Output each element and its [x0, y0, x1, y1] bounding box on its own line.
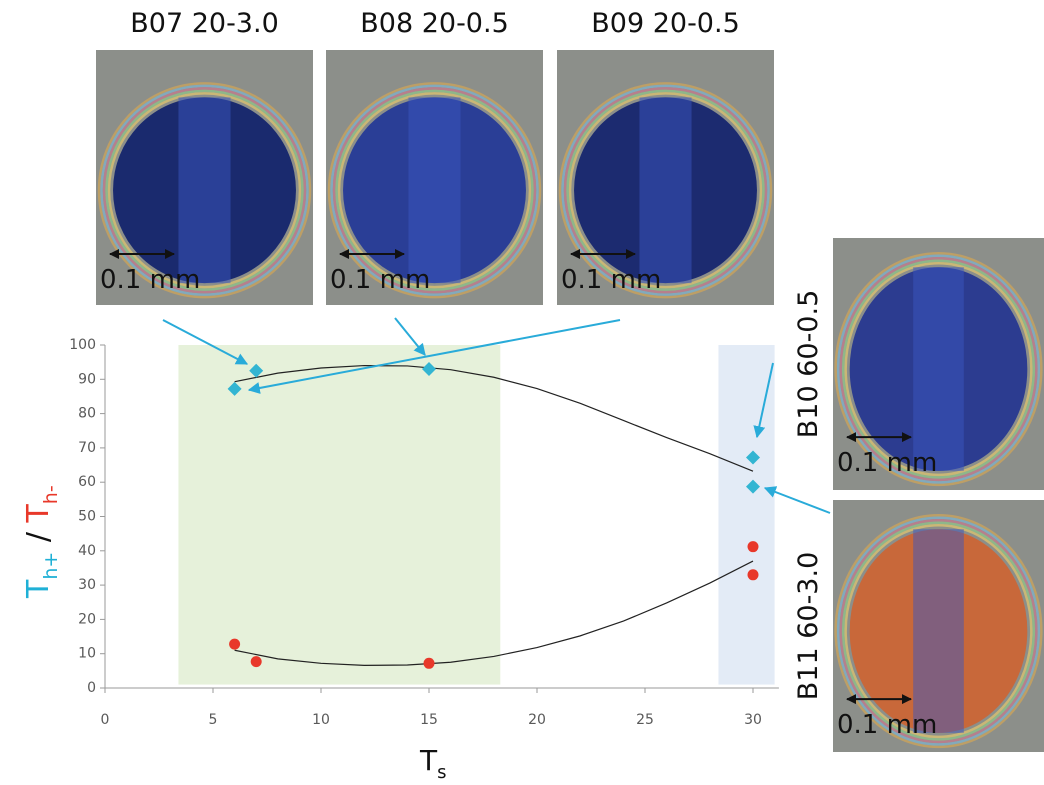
label-part: /: [21, 523, 56, 552]
x-tick-label: 15: [420, 712, 438, 728]
y-tick-label: 10: [78, 646, 96, 662]
interference-ring: [841, 259, 1036, 479]
data-point: [747, 541, 759, 553]
image-title: B07 20-3.0: [130, 8, 279, 39]
interference-ring: [330, 84, 539, 296]
interference-ring: [834, 251, 1043, 487]
y-tick-label: 80: [78, 406, 96, 422]
arrow: [753, 362, 774, 439]
interference-ring: [839, 256, 1038, 482]
interference-ring: [844, 523, 1033, 739]
micrograph: 0.1 mm: [833, 500, 1044, 752]
data-point: [229, 638, 241, 650]
y-tick-label: 40: [78, 543, 96, 559]
arrow: [763, 486, 831, 514]
center-band: [639, 97, 692, 284]
y-tick-label: 70: [78, 440, 96, 456]
label-sub: h+: [40, 552, 62, 580]
data-point: [423, 657, 435, 669]
interference-ring: [839, 518, 1038, 744]
y-tick-label: 20: [78, 611, 96, 627]
label-part: T: [21, 579, 56, 599]
x-tick-label: 10: [312, 712, 330, 728]
interference-ring: [100, 84, 309, 296]
interference-ring: [834, 513, 1043, 749]
x-tick-label: 5: [209, 712, 218, 728]
interference-ring: [566, 89, 765, 291]
interference-ring: [335, 89, 534, 291]
data-point: [422, 362, 436, 377]
center-band: [178, 97, 231, 284]
pointer-arrows: [162, 317, 831, 514]
center-band: [913, 267, 964, 471]
image-title: B08 20-0.5: [360, 8, 509, 39]
interference-ring: [561, 84, 770, 296]
scale-label: 0.1 mm: [837, 710, 937, 740]
y-tick-label: 90: [78, 371, 96, 387]
arrow: [162, 319, 249, 365]
interference-ring: [102, 87, 307, 294]
data-point: [747, 569, 759, 581]
center-band: [408, 97, 461, 284]
y-tick-label: 100: [69, 337, 96, 353]
scale-label: 0.1 mm: [100, 265, 200, 295]
label-part: T: [21, 504, 56, 524]
interference-ring: [337, 92, 532, 289]
y-tick-label: 0: [87, 680, 96, 696]
micrograph: 0.1 mm: [833, 238, 1044, 490]
arrow: [247, 319, 621, 394]
micrograph: 0.1 mm: [557, 50, 774, 305]
y-tick-label: 60: [78, 474, 96, 490]
arrow: [394, 317, 426, 356]
data-point: [227, 381, 242, 396]
interference-ring: [558, 82, 773, 299]
interference-ring: [97, 82, 312, 299]
scale-label: 0.1 mm: [330, 265, 430, 295]
fit-curve: [234, 560, 754, 666]
micrograph: 0.1 mm: [326, 50, 543, 305]
x-axis-label: Ts: [419, 744, 447, 783]
center-band: [913, 529, 964, 733]
x-tick-label: 30: [744, 712, 762, 728]
interference-ring: [327, 82, 542, 299]
interference-ring: [105, 89, 304, 291]
interference-ring: [836, 254, 1041, 484]
interference-ring: [568, 92, 763, 289]
image-title: B11 60-3.0: [793, 552, 824, 701]
y-tick-label: 50: [78, 509, 96, 525]
interference-ring: [836, 516, 1041, 746]
y-axis-label: Th+ / Th-: [21, 485, 62, 599]
interference-ring: [841, 521, 1036, 741]
label-sub: h-: [40, 485, 62, 504]
x-tick-label: 20: [528, 712, 546, 728]
x-tick-label: 25: [636, 712, 654, 728]
data-point: [249, 363, 264, 378]
highlight-region: [178, 345, 501, 685]
interference-ring: [844, 261, 1033, 477]
interference-ring: [563, 87, 768, 294]
interference-ring: [107, 92, 302, 289]
micrograph: 0.1 mm: [96, 50, 313, 305]
scale-label: 0.1 mm: [837, 448, 937, 478]
y-tick-label: 30: [78, 577, 96, 593]
data-point: [746, 479, 760, 494]
interference-ring: [332, 87, 537, 294]
fit-curve: [234, 364, 754, 472]
data-point: [250, 656, 262, 668]
label-main: T: [419, 744, 438, 777]
x-tick-label: 0: [101, 712, 110, 728]
scale-label: 0.1 mm: [561, 265, 661, 295]
image-title: B09 20-0.5: [591, 8, 740, 39]
image-title: B10 60-0.5: [793, 290, 824, 439]
data-point: [746, 450, 760, 465]
label-sub: s: [437, 762, 446, 783]
